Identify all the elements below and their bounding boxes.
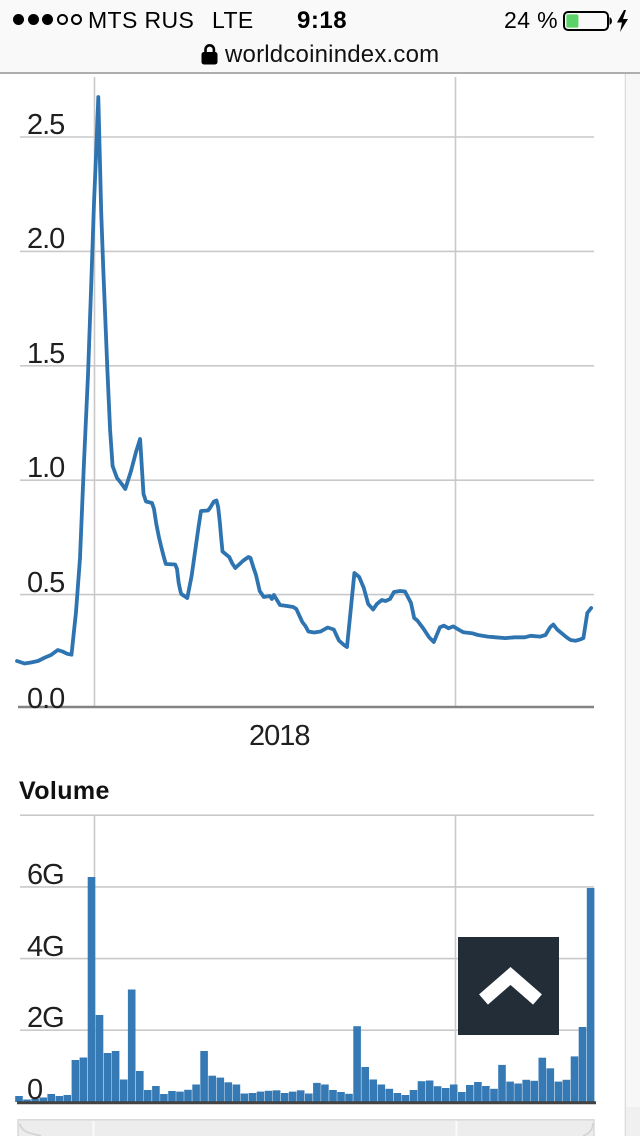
svg-text:6G: 6G: [27, 859, 64, 891]
svg-text:4G: 4G: [27, 931, 64, 963]
svg-text:2.5: 2.5: [27, 109, 64, 141]
svg-text:0.5: 0.5: [27, 567, 64, 599]
svg-text:1.5: 1.5: [27, 338, 64, 370]
svg-text:2.0: 2.0: [27, 223, 64, 255]
svg-text:0.0: 0.0: [27, 683, 64, 715]
svg-text:2018: 2018: [249, 720, 310, 752]
svg-text:1.0: 1.0: [27, 452, 64, 484]
svg-text:2G: 2G: [27, 1002, 64, 1034]
svg-text:0: 0: [27, 1074, 42, 1106]
